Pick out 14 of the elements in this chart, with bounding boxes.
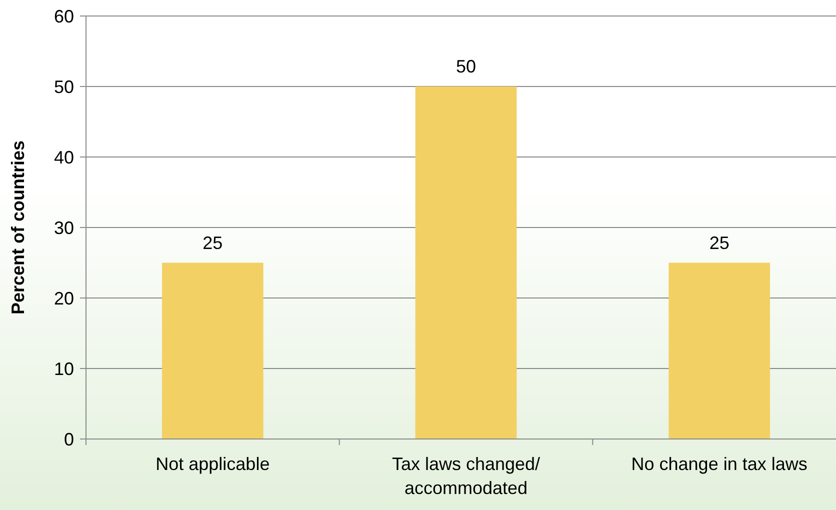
x-tick-label: No change in tax laws <box>631 454 808 474</box>
y-tick-label: 20 <box>54 288 74 308</box>
x-tick-label: Tax laws changed/ accommodated <box>392 454 540 498</box>
y-tick-label: 30 <box>54 218 74 238</box>
data-label: 50 <box>456 56 476 76</box>
data-label: 25 <box>202 232 223 253</box>
y-axis-title: Percent of countries <box>8 140 28 315</box>
x-tick-label: Not applicable <box>156 454 270 474</box>
y-tick-label: 60 <box>54 6 74 26</box>
y-tick-label: 40 <box>54 147 74 168</box>
y-tick-label: 0 <box>64 429 74 450</box>
data-label: 25 <box>709 232 730 253</box>
y-tick-label: 10 <box>54 358 74 379</box>
y-tick-label: 50 <box>54 76 74 97</box>
